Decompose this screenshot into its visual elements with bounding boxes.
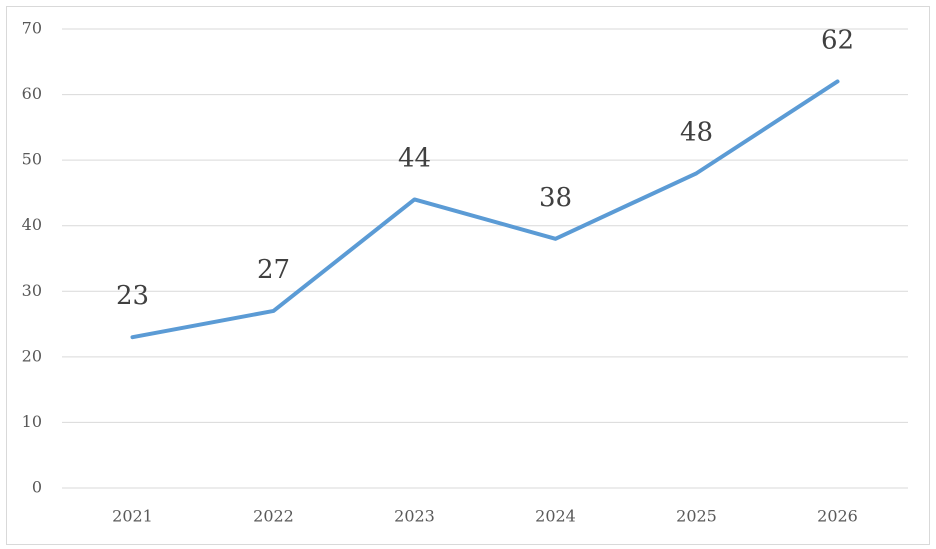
data-label: 44 [398,143,431,173]
x-tick-label: 2025 [676,507,717,526]
y-tick-label: 20 [22,346,42,365]
line-series [130,79,840,340]
y-tick-label: 50 [22,150,42,169]
y-tick-label: 0 [32,478,42,497]
data-label: 23 [116,281,149,311]
data-label: 48 [680,117,713,147]
y-tick-label: 40 [22,215,42,234]
data-label: 62 [821,25,854,55]
y-tick-label: 70 [22,19,42,38]
y-tick-label: 60 [22,84,42,103]
x-tick-label: 2021 [112,507,153,526]
y-tick-label: 10 [22,412,42,431]
x-tick-label: 2022 [253,507,294,526]
y-tick-label: 30 [22,281,42,300]
x-tick-label: 2024 [535,507,576,526]
x-tick-label: 2023 [394,507,435,526]
chart-border [6,6,930,545]
x-tick-label: 2026 [817,507,858,526]
data-label: 27 [257,255,290,285]
data-label: 38 [539,183,572,213]
